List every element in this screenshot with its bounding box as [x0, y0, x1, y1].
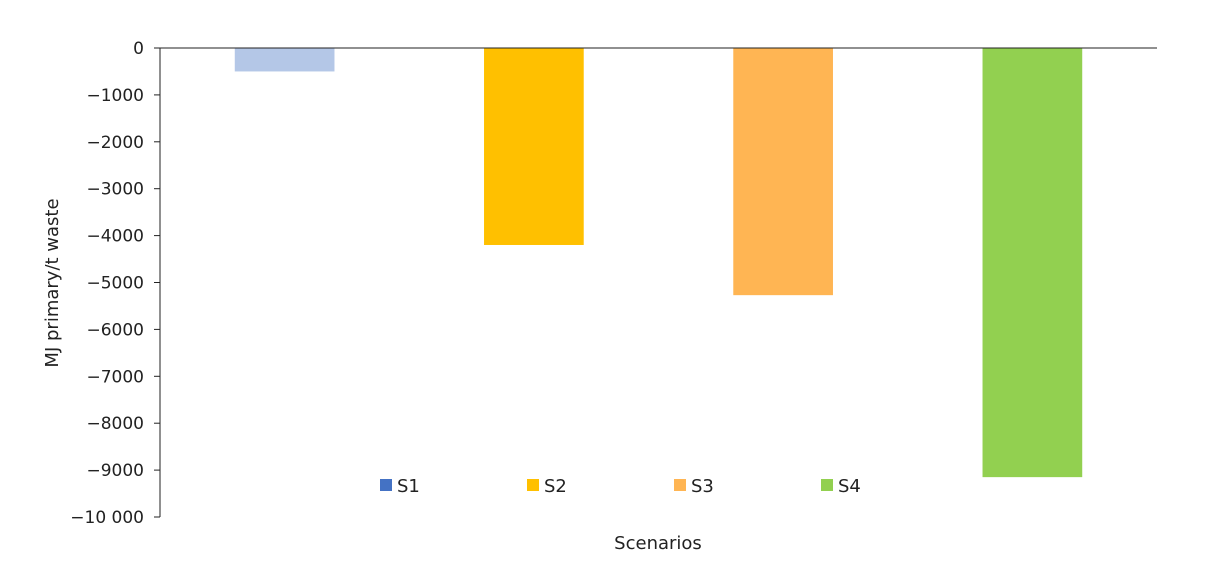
legend-swatch-s1 — [380, 479, 392, 491]
y-tick-label: −4000 — [86, 227, 144, 247]
y-tick-label: −1000 — [86, 86, 144, 106]
legend-label-s4: S4 — [838, 476, 861, 497]
legend-label-s1: S1 — [397, 476, 420, 497]
bar-s2 — [484, 48, 584, 245]
bar-s4 — [982, 48, 1083, 478]
y-axis: 0 −1000 −2000 −3000 −4000 −5000 −6000 −7000 −800… — [70, 39, 161, 528]
y-ticks: 0 −1000 −2000 −3000 −4000 −5000 −6000 −7000 −800… — [70, 39, 160, 528]
legend-label-s3: S3 — [691, 476, 714, 497]
bar-s1 — [234, 48, 335, 72]
y-tick-label: −8000 — [86, 414, 144, 434]
y-axis-title: MJ primary/t waste — [42, 198, 63, 367]
legend-label-s2: S2 — [544, 476, 567, 497]
x-axis-title: Scenarios — [614, 533, 702, 554]
legend-swatch-s2 — [527, 479, 539, 491]
legend: S1 S2 S3 S4 — [380, 476, 861, 497]
y-tick-label: −5000 — [86, 274, 144, 294]
y-tick-label: −3000 — [86, 180, 144, 200]
y-tick-label: −7000 — [86, 367, 144, 387]
legend-swatch-s3 — [674, 479, 686, 491]
bar-s3 — [733, 48, 833, 296]
y-tick-label: −6000 — [86, 320, 144, 340]
y-tick-label: −9000 — [86, 461, 144, 481]
legend-swatch-s4 — [821, 479, 833, 491]
y-tick-label: −2000 — [86, 133, 144, 153]
bars-group — [234, 48, 1083, 478]
y-tick-label: −10 000 — [70, 508, 144, 528]
y-tick-label: 0 — [133, 39, 144, 59]
